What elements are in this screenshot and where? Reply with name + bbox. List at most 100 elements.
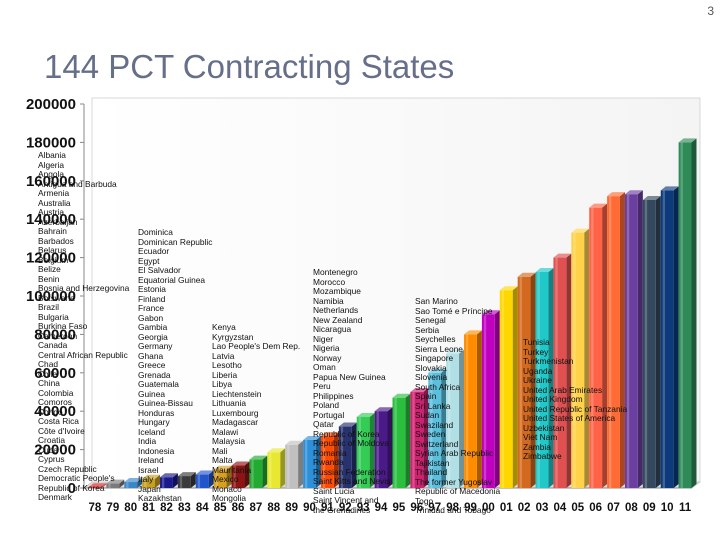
country-name: Netherlands: [313, 305, 359, 315]
country-name: Angola: [38, 169, 65, 179]
country-name: Antigua and Barbuda: [38, 178, 117, 189]
bar-front: [553, 257, 567, 488]
country-name: Azerbaijan: [38, 216, 78, 227]
country-name: Luxembourg: [212, 407, 259, 418]
bar-front: [428, 372, 442, 488]
country-name: Malawi: [212, 426, 239, 437]
bar-highlight: [465, 334, 469, 488]
y-tick-label: 160000: [26, 173, 76, 190]
country-name: Kyrgyzstan: [212, 331, 254, 342]
bar-highlight: [448, 353, 451, 488]
bar-side: [405, 393, 411, 488]
country-name: Lesotho: [212, 360, 242, 370]
bar-top: [410, 388, 429, 392]
x-tick-label: 84: [196, 502, 209, 514]
bar-highlight: [591, 207, 594, 488]
bar-highlight: [501, 290, 505, 488]
country-name: Comoros: [38, 397, 72, 407]
country-name: Liberia: [212, 369, 238, 380]
country-name: Uganda: [523, 365, 553, 376]
x-tick-label: 80: [124, 502, 137, 514]
bar-highlight: [537, 272, 540, 488]
country-name: Montenegro: [313, 267, 358, 277]
bar-highlight: [144, 478, 147, 488]
bar-front: [160, 477, 173, 488]
bar-80: [124, 478, 143, 488]
bar-front: [410, 392, 424, 488]
country-name: Barbados: [38, 235, 74, 246]
bar-front: [303, 440, 316, 488]
bar-highlight: [626, 194, 630, 489]
country-name: Equatorial Guinea: [138, 274, 206, 285]
bar-side: [119, 479, 125, 488]
bar-highlight: [376, 411, 379, 488]
bar-top: [124, 478, 143, 483]
country-name: Burkina Faso: [38, 321, 88, 331]
bar-highlight: [215, 469, 218, 488]
country-name: Niger: [313, 333, 334, 344]
bar-top: [392, 393, 411, 398]
bar-front: [464, 334, 477, 488]
bar-highlight: [680, 142, 683, 488]
country-name: Guatemala: [138, 379, 179, 389]
country-name: Senegal: [415, 315, 446, 325]
y-tick-label: 40000: [34, 403, 76, 420]
country-name: Grenada: [138, 369, 171, 380]
bar-85: [213, 465, 232, 488]
country-name: El Salvador: [138, 265, 181, 275]
bar-top: [428, 368, 447, 373]
x-tick-label: 00: [482, 502, 495, 514]
country-name: South Africa: [415, 381, 461, 392]
bar-side: [101, 483, 107, 488]
country-name: Republic of Korea: [38, 482, 105, 493]
country-name: Liechtenstein: [212, 388, 262, 399]
country-name: Romania: [313, 447, 347, 458]
bar-side: [673, 186, 679, 488]
bar-highlight: [609, 196, 612, 488]
bar-front: [499, 290, 513, 488]
country-name: Rwanda: [313, 457, 344, 467]
x-tick-label: 11: [679, 502, 692, 514]
country-name: Chile: [38, 368, 58, 379]
country-name: Republic of Korea: [313, 428, 380, 439]
x-tick-label: 87: [249, 502, 262, 514]
country-name: Japan: [138, 483, 161, 494]
x-tick-label: 92: [339, 502, 352, 514]
country-name: Tajikistan: [415, 457, 450, 468]
country-name: Lao People's Dem Rep.: [212, 341, 301, 351]
bar-side: [441, 368, 447, 488]
country-name: Malaysia: [212, 436, 246, 446]
x-tick-label: 97: [428, 502, 441, 514]
country-name: China: [38, 378, 60, 388]
country-name: Spain: [415, 391, 437, 401]
bar-top: [374, 407, 393, 412]
country-name: Thailand: [415, 467, 448, 477]
x-tick-label: 98: [446, 502, 459, 514]
country-name: Singapore: [415, 353, 454, 363]
x-tick-label: 89: [285, 502, 298, 514]
bar-86: [231, 461, 250, 488]
bar-side: [566, 253, 572, 488]
bar-side: [637, 190, 643, 489]
bar-97: [428, 368, 447, 488]
country-name: Brazil: [38, 302, 59, 312]
bar-06: [589, 203, 608, 488]
country-name: United Republic of Tanzania: [523, 403, 628, 414]
x-tick-label: 08: [625, 502, 638, 514]
bar-highlight: [90, 487, 93, 488]
country-name: Finland: [138, 293, 166, 304]
country-name: Poland: [313, 400, 340, 410]
country-name: the Grenadines: [313, 504, 371, 515]
country-name: Togo: [415, 495, 434, 506]
country-name: Bosnia and Herzegovina: [38, 283, 130, 293]
country-name: Denmark: [38, 492, 72, 502]
y-tick-label: 140000: [26, 211, 76, 228]
bar-highlight: [644, 200, 648, 488]
country-name: Democratic People's: [38, 473, 115, 483]
bar-84: [195, 470, 214, 488]
bar-top: [356, 412, 375, 417]
bar-10: [660, 186, 679, 488]
x-tick-label: 86: [232, 502, 245, 514]
x-tick-label: 88: [267, 502, 280, 514]
